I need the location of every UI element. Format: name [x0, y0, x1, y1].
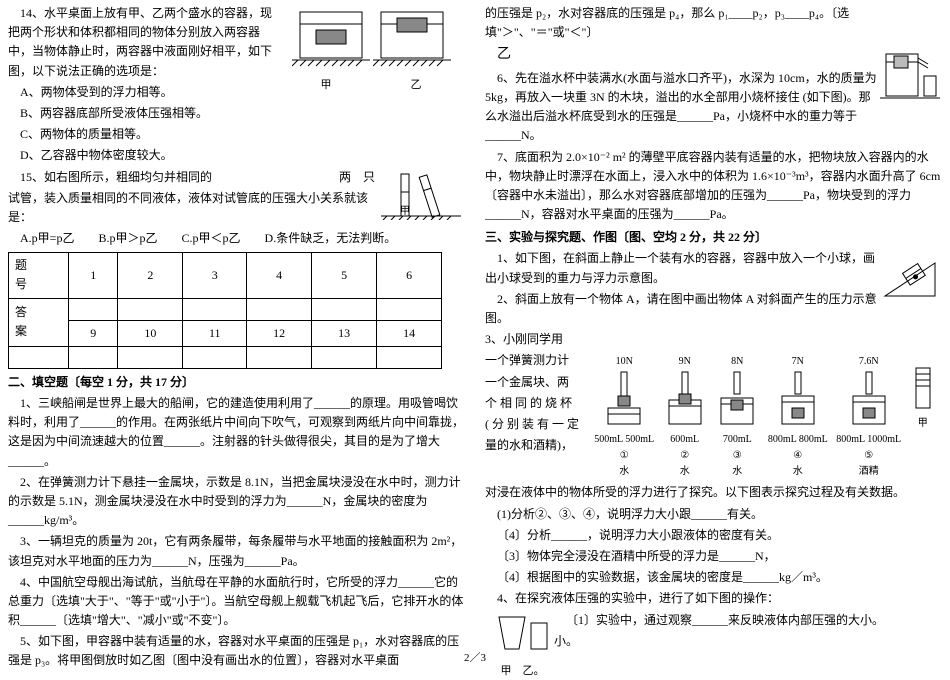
q3-4b: 〔1〕实验中，通过观察______来反映液体内部压强的大小。 — [485, 611, 942, 630]
section2-title: 二、填空题〔每空 1 分，共 17 分〕 — [8, 373, 465, 392]
answer-table: 题 号 123456 答 案 91011121314 — [8, 252, 442, 369]
left-column: 甲 乙 14、水平桌面上放有甲、乙两个盛水的容器，现把两个形状和体积都相同的物体… — [8, 4, 465, 636]
figure-bucket: 甲 乙。 — [495, 613, 550, 680]
q2-4: 4、中国航空母舰出海试航，当航母在平静的水面航行时，它所受的浮力______它的… — [8, 573, 465, 631]
q3-3a: 3、小刚同学用 — [485, 330, 942, 349]
q3-sub1: (1)分析②、③、④，说明浮力大小跟______有关。 — [485, 505, 942, 524]
table-row: 题 号 123456 — [9, 253, 442, 298]
q3-2: 2、斜面上放有一个物体 A，请在图中画出物体 A 对斜面产生的压力示意图。 — [485, 290, 942, 328]
q15-options: A.p甲=p乙 B.p甲＞p乙 C.p甲＜p乙 D.条件缺乏，无法判断。 — [8, 229, 465, 248]
q6: 6、先在溢水杯中装满水(水面与溢水口齐平)，水深为 10cm，水的质量为 5kg… — [485, 69, 942, 146]
q14-optC: C、两物体的质量相等。 — [8, 125, 465, 144]
figure-q14-containers: 甲 乙 — [281, 6, 461, 86]
q6-label-yi: 乙 — [485, 44, 942, 66]
svg-text:甲: 甲 — [400, 206, 410, 217]
q3-sub4: 〔4〕根据图中的实验数据，该金属块的密度是______kg／m³。 — [485, 568, 942, 587]
q3-1: 1、如下图，在斜面上静止一个装有水的容器，容器中放入一个小球，画出小球受到的重力… — [485, 249, 942, 287]
q3-4a: 4、在探究液体压强的实验中，进行了如下图的操作： — [485, 589, 942, 608]
q14-optB: B、两容器底部所受液体压强相等。 — [8, 104, 465, 123]
q3-sub2: 〔4〕分析______，说明浮力大小跟液体的密度有关。 — [485, 526, 942, 545]
figure-q15-tubes: 甲 — [381, 170, 461, 220]
q7: 7、底面积为 2.0×10⁻² m² 的薄壁平底容器内装有适量的水，把物块放入容… — [485, 148, 942, 225]
q14-optD: D、乙容器中物体密度较大。 — [8, 146, 465, 165]
figure-incline — [880, 251, 940, 301]
label-yi: 乙 — [411, 77, 422, 95]
q2-1: 1、三峡船闸是世界上最大的船闸，它的建造使用利用了______的原理。用吸管喝饮… — [8, 394, 465, 471]
q3-3tail: 对浸在液体中的物体所受的浮力进行了探究。以下图表示探究过程及有关数据。 — [485, 483, 942, 502]
q2-3: 3、一辆坦克的质量为 20t，它有两条履带，每条履带与水平地面的接触面积为 2m… — [8, 532, 465, 570]
right-column: 的压强是 p₂，水对容器底的压强是 p₄，那么 p₁____p₂，p₃____p… — [485, 4, 942, 636]
q3-sub3: 〔3〕物体完全浸没在酒精中所受的浮力是______N， — [485, 547, 942, 566]
q5-cont: 的压强是 p₂，水对容器底的压强是 p₄，那么 p₁____p₂，p₃____p… — [485, 4, 942, 42]
table-row: 91011121314 — [9, 320, 442, 346]
figure-beakers: 10N 500mL 500mL ①水 9N 600mL ②水 8N 700mL … — [590, 351, 940, 483]
page-number: 2／3 — [0, 650, 950, 668]
table-row: 答 案 — [9, 298, 442, 320]
q3-4b-tail: 小。 — [485, 632, 942, 651]
table-row — [9, 346, 442, 368]
q2-2: 2、在弹簧测力计下悬挂一金属块，示数是 8.1N，当把金属块浸没在水中时，测力计… — [8, 473, 465, 531]
label-jia: 甲 — [321, 77, 332, 95]
figure-overflow-cup — [880, 46, 940, 106]
section3-title: 三、实验与探究题、作图〔图、空均 2 分，共 22 分〕 — [485, 228, 942, 247]
